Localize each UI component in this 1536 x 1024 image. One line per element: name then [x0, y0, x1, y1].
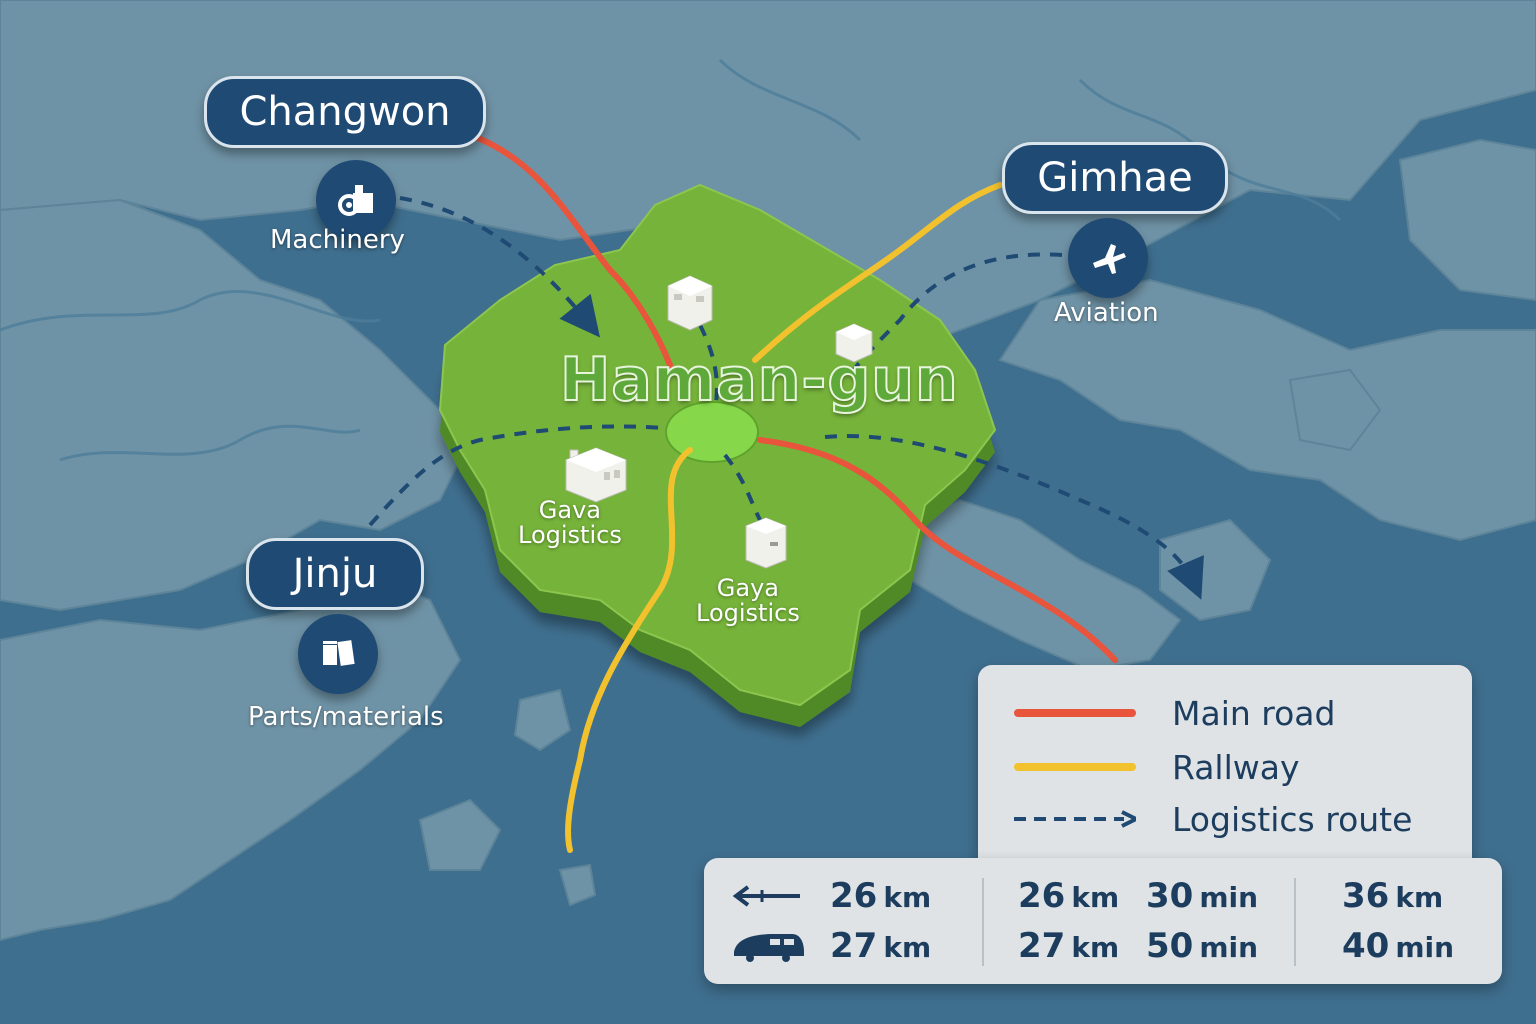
col2-road-distance: 26 km [1018, 876, 1120, 916]
legend-swatch-main-road [1014, 709, 1136, 717]
main-roads [467, 132, 1118, 663]
main-road-south-east [757, 437, 1118, 663]
sector-label-aviation: Aviation [1054, 298, 1159, 328]
legend-swatch-logistics [1014, 810, 1136, 828]
legend-panel: Main road Rallway Logistics route [978, 665, 1472, 865]
route-north [698, 324, 719, 411]
col3-road-distance: 36 km [1342, 876, 1444, 916]
col1-road-distance: 26 km [830, 876, 932, 916]
divider-1 [982, 878, 984, 966]
city-name-gimhae: Gimhae [1037, 155, 1193, 201]
legend-label-logistics: Logistics route [1172, 799, 1413, 839]
city-name-changwon: Changwon [239, 89, 451, 135]
warehouse-building [745, 517, 787, 569]
sector-label-machinery: Machinery [270, 225, 405, 255]
legend-swatch-railway [1014, 763, 1136, 771]
building-east [835, 323, 873, 363]
parts-icon [298, 614, 378, 694]
airplane-icon [1068, 218, 1148, 298]
legend-row-railway: Rallway [1014, 747, 1300, 787]
legend-row-logistics: Logistics route [1014, 799, 1412, 839]
route-jinju [368, 424, 666, 527]
gaya-logistics-label: Gaya Logistics [696, 574, 800, 628]
city-pill-jinju[interactable]: Jinju [246, 538, 424, 610]
land-masses [0, 0, 1536, 942]
railway-north-east [752, 182, 1003, 363]
route-east [824, 434, 1204, 600]
machinery-icon [316, 160, 396, 240]
legend-row-main-road: Main road [1014, 693, 1335, 733]
route-changwon [399, 196, 600, 338]
railways [565, 182, 1003, 853]
city-name-jinju: Jinju [292, 551, 378, 597]
train-icon [734, 934, 804, 962]
col2-rail-distance: 27 km [1018, 926, 1120, 966]
col2-rail-time: 50 min [1146, 926, 1259, 966]
factory-building [565, 447, 627, 503]
route-south [723, 453, 762, 521]
railway-south [565, 447, 693, 853]
col2-road-time: 30 min [1146, 876, 1259, 916]
col3-rail-time: 40 min [1342, 926, 1455, 966]
gava-logistics-label: Gava Logistics [518, 496, 622, 550]
road-arrow-icon [732, 885, 800, 907]
main-road-north [467, 132, 673, 368]
region-center [665, 401, 759, 463]
legend-label-main-road: Main road [1172, 693, 1336, 733]
sector-label-parts: Parts/materials [248, 702, 444, 732]
legend-label-railway: Rallway [1172, 747, 1300, 787]
region-title: Haman-gun [559, 344, 959, 416]
col1-rail-distance: 27 km [830, 926, 932, 966]
city-pill-gimhae[interactable]: Gimhae [1002, 142, 1228, 214]
building-north [667, 275, 713, 331]
distance-panel: 26 km 27 km 26 km 30 min 27 km 50 min 36 km 40 m… [704, 858, 1502, 984]
city-pill-changwon[interactable]: Changwon [204, 76, 486, 148]
divider-2 [1294, 878, 1296, 966]
